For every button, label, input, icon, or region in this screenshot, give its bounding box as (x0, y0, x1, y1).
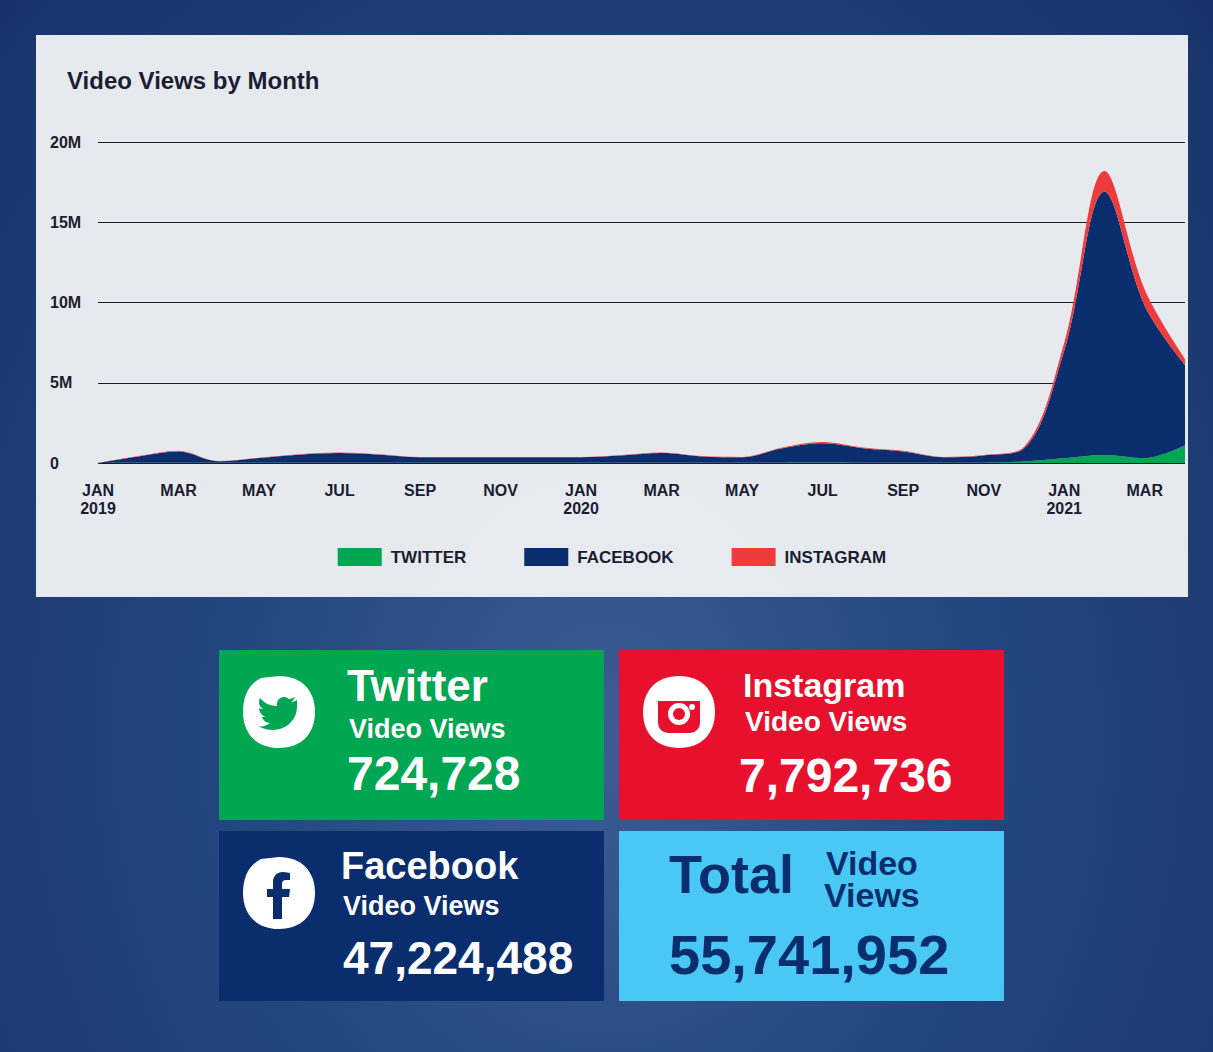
svg-text:TWITTER: TWITTER (391, 548, 467, 567)
svg-text:JAN: JAN (565, 482, 597, 499)
html-text:Facebook: Facebook (341, 845, 519, 887)
html-text:55,741,952: 55,741,952 (669, 923, 950, 986)
svg-text:20M: 20M (50, 134, 81, 151)
html-text:7,792,736: 7,792,736 (739, 749, 953, 802)
svg-text:JUL: JUL (324, 482, 354, 499)
svg-text:JUL: JUL (808, 482, 838, 499)
html-text:Video Views: Video Views (824, 844, 920, 914)
svg-text:INSTAGRAM: INSTAGRAM (785, 548, 887, 567)
svg-text:2021: 2021 (1046, 500, 1082, 517)
svg-text:5M: 5M (50, 374, 72, 391)
html-text:Twitter: Twitter (347, 661, 488, 710)
svg-text:15M: 15M (50, 214, 81, 231)
svg-text:MAR: MAR (1127, 482, 1164, 499)
html-text:Total: Total (669, 844, 794, 904)
html-text:Video Views: Video Views (745, 706, 908, 737)
html-text:Instagram: Instagram (743, 666, 906, 704)
svg-text:SEP: SEP (887, 482, 919, 499)
svg-text:MAY: MAY (725, 482, 759, 499)
svg-text:SEP: SEP (404, 482, 436, 499)
svg-text:NOV: NOV (483, 482, 518, 499)
html-text:Video Views: Video Views (343, 891, 500, 921)
svg-text:MAR: MAR (160, 482, 197, 499)
svg-text:Video Views by Month: Video Views by Month (67, 67, 320, 94)
svg-text:MAY: MAY (242, 482, 276, 499)
svg-text:0: 0 (50, 455, 59, 472)
html-text:Video Views: Video Views (349, 714, 506, 744)
svg-text:MAR: MAR (643, 482, 680, 499)
html-text:724,728: 724,728 (347, 747, 521, 800)
svg-text:JAN: JAN (82, 482, 114, 499)
svg-text:NOV: NOV (966, 482, 1001, 499)
svg-text:2019: 2019 (80, 500, 116, 517)
svg-text:JAN: JAN (1048, 482, 1080, 499)
svg-text:10M: 10M (50, 294, 81, 311)
svg-text:2020: 2020 (563, 500, 599, 517)
svg-text:FACEBOOK: FACEBOOK (577, 548, 674, 567)
html-text:47,224,488: 47,224,488 (343, 932, 574, 984)
